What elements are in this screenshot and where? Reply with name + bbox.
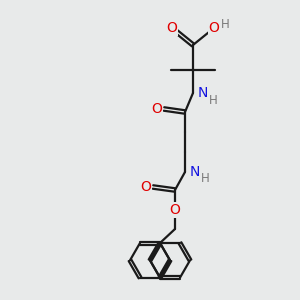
Text: N: N [190, 165, 200, 179]
Text: O: O [169, 203, 180, 217]
Text: H: H [201, 172, 209, 185]
Text: H: H [220, 19, 230, 32]
Text: O: O [152, 102, 162, 116]
Text: H: H [208, 94, 217, 106]
Text: O: O [141, 180, 152, 194]
Text: O: O [167, 21, 177, 35]
Text: O: O [208, 21, 219, 35]
Text: N: N [198, 86, 208, 100]
